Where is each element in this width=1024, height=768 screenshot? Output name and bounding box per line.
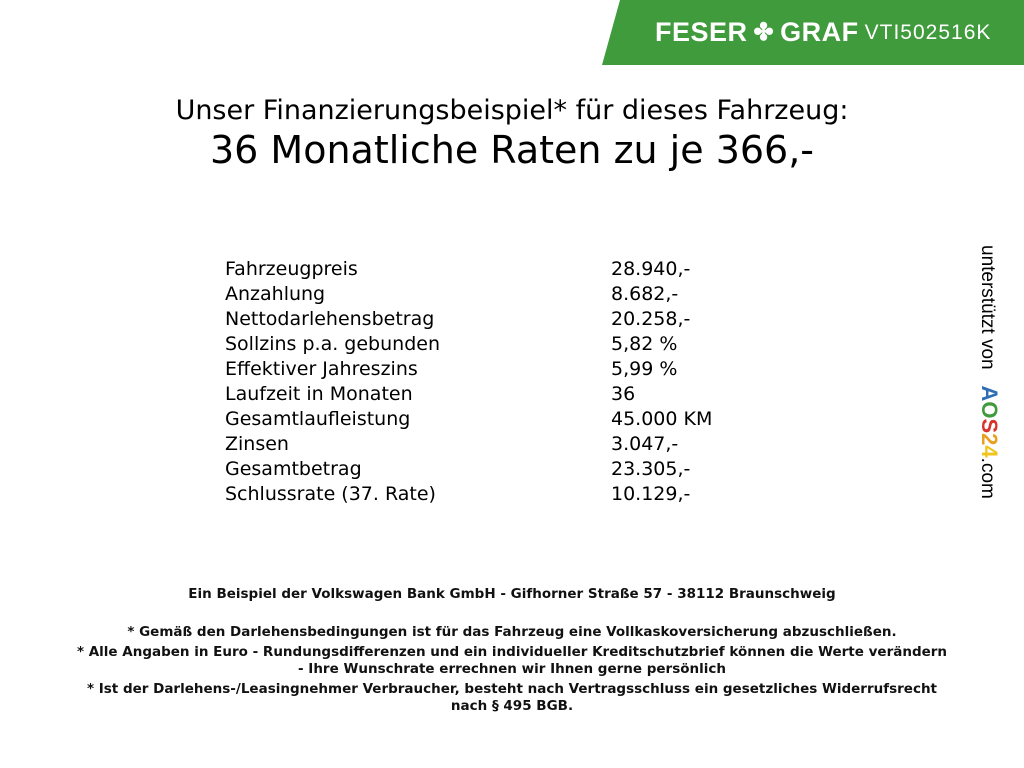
brand-name-right: GRAF [780, 17, 859, 47]
table-row: Effektiver Jahreszins 5,99 % [225, 358, 825, 383]
row-label: Nettodarlehensbetrag [225, 308, 435, 330]
footer-note1: * Gemäß den Darlehensbedingungen ist für… [127, 624, 897, 640]
row-value: 23.305,- [611, 458, 691, 480]
row-label: Schlussrate (37. Rate) [225, 483, 436, 505]
table-row: Nettodarlehensbetrag 20.258,- [225, 308, 825, 333]
sponsor-text: unterstützt von [977, 245, 998, 370]
table-row: Gesamtbetrag 23.305,- [225, 458, 825, 483]
footer-note2b: - Ihre Wunschrate errechnen wir Ihnen ge… [298, 661, 726, 677]
logo-letter: 2 [977, 433, 1002, 446]
brand-banner [602, 0, 1024, 65]
title-line1: Unser Finanzierungsbeispiel* für dieses … [175, 95, 849, 126]
row-value: 28.940,- [611, 258, 691, 280]
table-row: Gesamtlaufleistung 45.000 KM [225, 408, 825, 433]
row-value: 20.258,- [611, 308, 691, 330]
logo-letter: O [977, 401, 1002, 419]
row-value: 5,99 % [611, 358, 678, 380]
logo-letter: S [977, 418, 1002, 434]
row-label: Sollzins p.a. gebunden [225, 333, 440, 355]
brand-name-left: FESER [655, 17, 748, 47]
row-value: 5,82 % [611, 333, 678, 355]
sponsor-note: unterstützt von AOS24.com [976, 245, 1002, 499]
logo-suffix: .com [977, 457, 998, 499]
title-line2: 36 Monatliche Raten zu je 366,- [209, 128, 815, 172]
footer-note3a: * Ist der Darlehens-/Leasingnehmer Verbr… [86, 681, 938, 697]
row-label: Fahrzeugpreis [225, 258, 358, 280]
row-value: 36 [611, 383, 636, 405]
row-value: 3.047,- [611, 433, 679, 455]
clover-icon: ✤ [753, 19, 775, 46]
table-row: Anzahlung 8.682,- [225, 283, 825, 308]
row-label: Effektiver Jahreszins [225, 358, 418, 380]
row-label: Laufzeit in Monaten [225, 383, 413, 405]
aos24-logo: AOS24 [977, 375, 1002, 457]
table-row: Schlussrate (37. Rate) 10.129,- [225, 483, 825, 508]
row-value: 10.129,- [611, 483, 691, 505]
vehicle-id: VTI502516K [864, 20, 992, 44]
table-row: Sollzins p.a. gebunden 5,82 % [225, 333, 825, 358]
row-label: Gesamtbetrag [225, 458, 362, 480]
footer-note2a: * Alle Angaben in Euro - Rundungsdiffere… [76, 644, 948, 660]
table-row: Laufzeit in Monaten 36 [225, 383, 825, 408]
row-label: Anzahlung [225, 283, 326, 305]
table-row: Zinsen 3.047,- [225, 433, 825, 458]
footer-note3b: nach § 495 BGB. [450, 698, 574, 714]
brand-logo: FESER ✤ GRAF VTI502516K [655, 17, 991, 48]
table-row: Fahrzeugpreis 28.940,- [225, 258, 825, 283]
logo-letter: A [977, 385, 1002, 402]
row-label: Gesamtlaufleistung [225, 408, 411, 430]
logo-letter: 4 [977, 445, 1002, 458]
row-label: Zinsen [225, 433, 289, 455]
footer-bank: Ein Beispiel der Volkswagen Bank GmbH - … [188, 586, 836, 602]
row-value: 45.000 KM [611, 408, 713, 430]
row-value: 8.682,- [611, 283, 679, 305]
